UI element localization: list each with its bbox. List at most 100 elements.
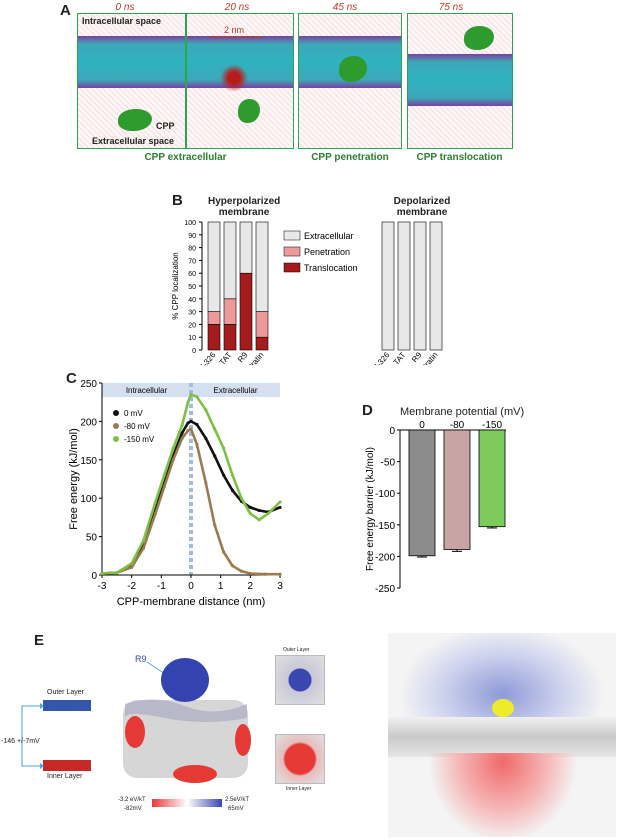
data-point xyxy=(141,546,146,550)
colorbar-high-mv: 65mV xyxy=(228,806,244,812)
region-label-intracellular: Intracellular xyxy=(126,386,168,395)
cpp-peptide xyxy=(118,109,152,131)
inner-layer-bar xyxy=(43,760,91,771)
time-1: 20 ns xyxy=(224,2,250,13)
colorbar-low: -3.2 eV/kT xyxy=(118,797,146,803)
data-point xyxy=(171,446,175,450)
inner-layer-caption: Inner Layer xyxy=(286,786,312,792)
panel-b-label: B xyxy=(172,192,183,209)
data-point xyxy=(278,500,282,504)
data-point xyxy=(239,569,244,573)
potential-difference: -146 +/-7mV xyxy=(1,738,40,745)
divider xyxy=(185,14,187,148)
y-tick-label: 30 xyxy=(188,310,196,317)
data-point xyxy=(195,442,199,447)
intracellular-label: Intracellular space xyxy=(82,16,162,26)
data-point xyxy=(153,500,157,504)
cpp-tag: CPP xyxy=(156,121,175,131)
legend-label: Penetration xyxy=(304,247,350,257)
category-label: -80 xyxy=(450,420,465,431)
y-tick-label: 20 xyxy=(188,322,196,329)
data-point xyxy=(130,565,134,569)
data-point xyxy=(195,395,199,399)
category-label: TAT xyxy=(218,350,234,365)
data-point xyxy=(204,436,208,440)
bar-segment xyxy=(429,221,443,351)
data-point xyxy=(171,458,175,462)
bar xyxy=(408,429,436,557)
data-point xyxy=(230,473,235,477)
r9-peptide-positive xyxy=(161,658,209,702)
bar-segment xyxy=(239,221,253,274)
time-0: 0 ns xyxy=(115,2,135,13)
x-tick-label: 0 xyxy=(188,581,194,592)
scale-bar xyxy=(210,37,262,38)
data-point xyxy=(180,431,184,435)
y-tick-label: 0 xyxy=(91,571,97,582)
data-point xyxy=(230,488,235,493)
data-point xyxy=(213,454,217,458)
data-point xyxy=(204,481,208,485)
time-2: 45 ns xyxy=(332,2,358,13)
data-point xyxy=(248,505,252,510)
data-point xyxy=(189,419,193,423)
membrane-surface xyxy=(388,717,616,757)
bar-segment xyxy=(223,324,237,351)
potential-colorbar xyxy=(152,799,222,807)
y-tick-label: -100 xyxy=(375,489,395,500)
data-point xyxy=(257,508,261,513)
y-tick-label: 100 xyxy=(184,220,196,227)
panel-c-label: C xyxy=(66,370,77,387)
inner-layer-view xyxy=(275,734,325,784)
outer-layer-label: Outer Layer xyxy=(47,689,84,696)
bar-segment xyxy=(397,221,411,351)
region-label-extracellular: Extracellular xyxy=(213,386,257,395)
y-tick-label: 100 xyxy=(80,494,97,505)
bar xyxy=(478,429,506,528)
y-tick-label: 150 xyxy=(80,456,97,467)
y-tick-label: 0 xyxy=(389,426,395,437)
snapshot-75ns xyxy=(407,13,513,149)
data-point xyxy=(204,408,208,412)
bar-segment xyxy=(207,221,221,312)
legend-marker xyxy=(113,410,119,416)
cpp-peptide xyxy=(339,56,367,82)
bar-segment xyxy=(255,221,269,312)
x-tick-label: 2 xyxy=(248,581,254,592)
data-point xyxy=(189,392,193,397)
data-point xyxy=(141,538,146,543)
arrow-up xyxy=(40,703,44,709)
panel-e-label: E xyxy=(34,632,45,649)
category-label: TAT-RasGAP317-326 xyxy=(161,350,218,365)
field-line-render xyxy=(388,633,616,837)
y-tick-label: 50 xyxy=(188,284,196,291)
bar-segment xyxy=(207,324,221,351)
bar-segment xyxy=(223,298,237,325)
bracket-line xyxy=(21,705,40,767)
cpp-peptide xyxy=(238,99,260,123)
bar-segment xyxy=(381,221,395,351)
bar-segment xyxy=(255,311,269,338)
y-tick-label: 90 xyxy=(188,233,196,240)
outer-layer-bar xyxy=(43,700,91,711)
series-line xyxy=(101,392,281,575)
data-point xyxy=(230,564,235,568)
chart-d: 0 -50 -100 -150 -200 -250 Free energy barrier … xyxy=(365,420,506,595)
data-point xyxy=(239,496,244,500)
field-negative xyxy=(428,753,578,837)
negative-patch xyxy=(173,765,217,783)
r9-pointer xyxy=(146,661,166,675)
legend-swatch xyxy=(283,230,301,241)
data-point xyxy=(222,446,226,450)
panel-d-label: D xyxy=(362,402,373,419)
time-3: 75 ns xyxy=(438,2,464,13)
bar-segment xyxy=(223,221,237,300)
data-point xyxy=(266,511,270,516)
y-axis-label: Free energy (kJ/mol) xyxy=(68,428,80,529)
chart-c: Intracellular Extracellular 0 50 100 150 200 25… xyxy=(68,379,283,608)
data-point xyxy=(248,511,252,516)
colorbar-low-mv: -82mV xyxy=(124,806,142,812)
y-tick-label: -250 xyxy=(375,584,395,595)
legend-swatch xyxy=(283,246,301,257)
outer-surface-charge xyxy=(125,699,247,722)
